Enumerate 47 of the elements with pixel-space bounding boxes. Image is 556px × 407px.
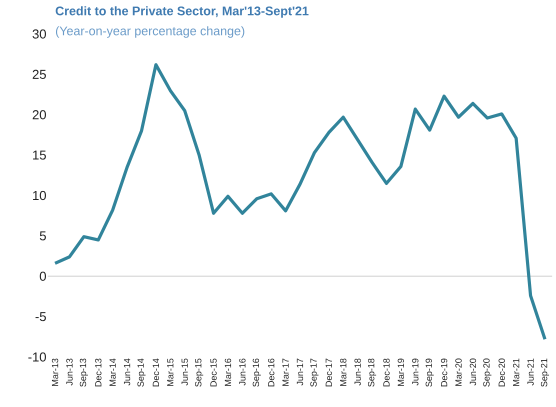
x-tick-label: Dec-13 [95,358,102,386]
x-tick-label: Dec-17 [326,358,332,386]
x-tick-label: Mar-17 [282,358,289,386]
x-tick-label: Jun-19 [412,358,418,386]
y-tick-label: 15 [33,150,46,160]
x-tick-label: Jun-13 [66,358,73,386]
x-tick-label: Sep-13 [80,358,88,387]
x-tick-label: Jun-21 [527,358,534,386]
x-tick-label: Jun-16 [239,358,246,386]
x-tick-label: Jun-18 [354,358,361,386]
x-tick-label: Mar-19 [398,358,404,386]
x-tick-label: Mar-20 [455,358,462,386]
x-tick-label: Mar-14 [110,358,116,386]
x-tick-label: Dec-18 [383,358,390,386]
x-tick-label: Jun-17 [296,358,304,386]
y-tick-label: -10 [28,352,46,362]
y-tick-label: 10 [33,190,46,200]
x-tick-label: Jun-15 [182,358,188,386]
x-tick-label: Mar-13 [52,358,58,386]
x-tick-label: Sep-19 [426,358,434,387]
x-tick-label: Sep-14 [137,358,146,387]
x-tick-label: Mar-18 [340,358,346,386]
x-tick-label: Mar-21 [512,358,520,386]
chart-subtitle: (Year-on-year percentage change) [56,26,244,38]
x-tick-label: Sep-17 [310,358,318,387]
x-tick-label: Jun-14 [124,358,130,386]
x-tick-label: Sep-21 [540,358,550,387]
x-tick-label: Sep-18 [368,358,376,387]
x-tick-label: Mar-16 [224,358,232,386]
x-tick-label: Sep-16 [252,358,261,387]
y-tick-label: 5 [40,231,46,240]
line-series [53,63,547,341]
x-tick-label: Sep-15 [195,358,204,387]
x-tick-label: Dec-15 [210,358,217,386]
y-tick-label: 30 [32,29,46,39]
x-tick-label: Sep-20 [483,358,492,387]
chart-title: Credit to the Private Sector, Mar'13-Sept'21 [56,6,309,18]
x-tick-label: Dec-14 [152,358,160,386]
y-tick-label: 20 [32,110,46,120]
x-tick-label: Mar-15 [167,358,174,386]
x-tick-label: Jun-20 [470,358,476,386]
y-tick-label: 0 [40,272,46,281]
y-tick-label: -5 [36,312,46,322]
x-tick-label: Dec-19 [440,358,448,386]
x-tick-label: Dec-20 [498,358,505,386]
x-tick-label: Dec-16 [268,358,274,386]
y-tick-label: 25 [32,70,46,79]
